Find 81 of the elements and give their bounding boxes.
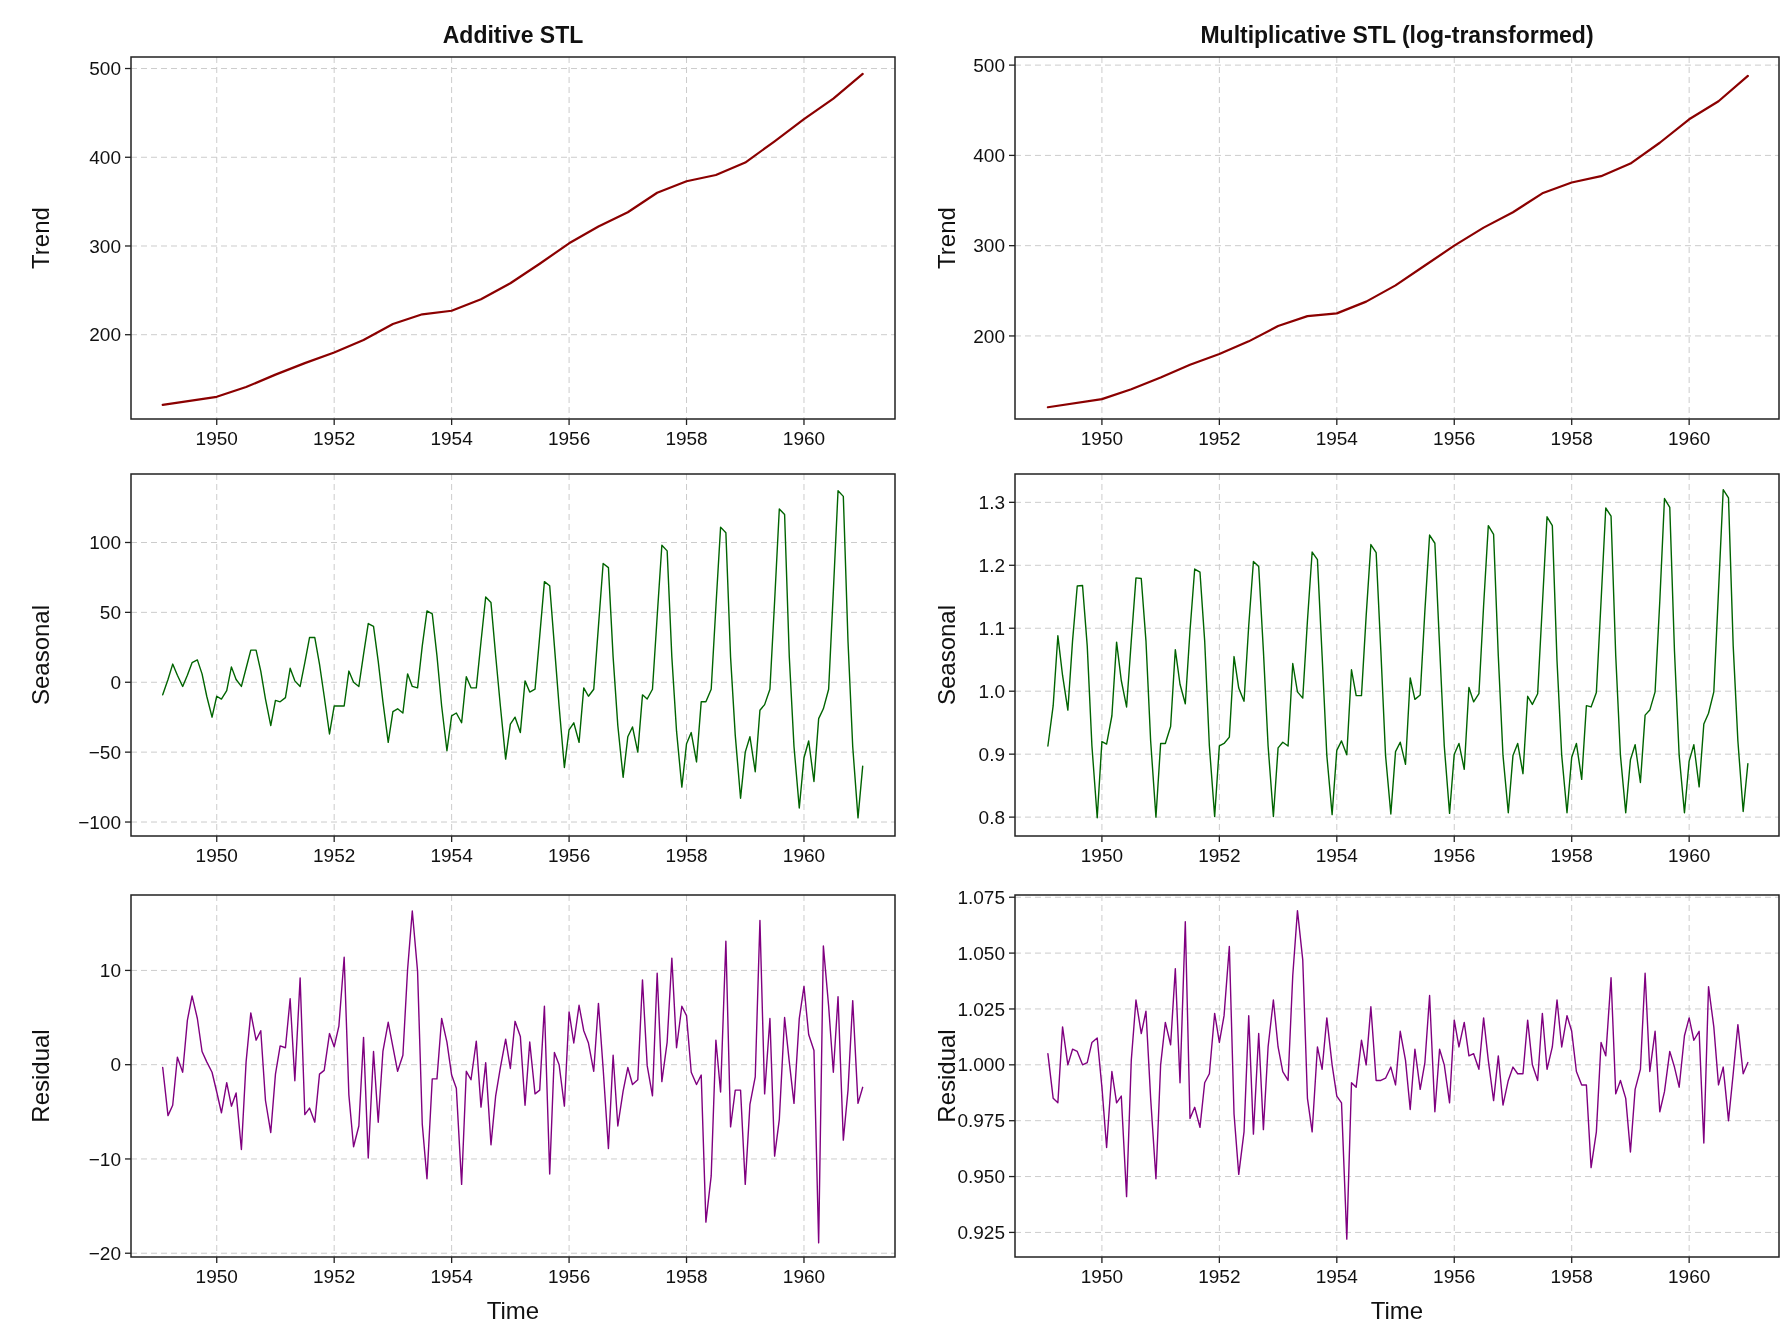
x-tick-label: 1952 — [313, 1266, 356, 1287]
x-tick-label: 1950 — [1080, 1266, 1124, 1287]
y-tick-label: −100 — [78, 811, 121, 833]
x-tick-label: 1954 — [1315, 1266, 1359, 1287]
x-tick-label: 1960 — [1668, 428, 1711, 449]
x-tick-label: 1960 — [782, 1266, 826, 1287]
y-tick-label: 500 — [89, 58, 121, 80]
x-tick-label: 1956 — [547, 1266, 591, 1287]
x-tick-label: 1954 — [430, 1266, 474, 1287]
y-tick-label: 0.925 — [957, 1222, 1005, 1244]
x-tick-label: 1958 — [1550, 428, 1593, 449]
y-tick-label: 1.075 — [957, 886, 1005, 908]
y-axis-title: Seasonal — [933, 604, 960, 706]
x-tick-label: 1952 — [1198, 845, 1241, 866]
y-tick-label: 400 — [89, 146, 121, 168]
x-tick-label: 1952 — [1198, 428, 1241, 449]
x-tick-label: 1954 — [430, 428, 474, 449]
y-tick-label: 200 — [89, 324, 121, 346]
y-tick-label: 0.8 — [978, 806, 1005, 828]
line-series — [162, 910, 864, 1244]
x-tick-label: 1958 — [665, 428, 708, 449]
x-tick-label: 1954 — [1315, 845, 1359, 866]
x-tick-label: 1956 — [547, 845, 591, 866]
x-tick-label: 1956 — [547, 428, 591, 449]
x-tick-label: 1958 — [665, 1266, 708, 1287]
y-tick-label: 0 — [110, 671, 121, 693]
x-tick-label: 1954 — [430, 845, 474, 866]
y-tick-label: 100 — [89, 532, 121, 554]
y-axis-title: Trend — [27, 207, 54, 269]
y-tick-label: 0 — [110, 1054, 121, 1076]
x-tick-label: 1950 — [195, 428, 238, 449]
y-axis-title: Residual — [27, 1029, 54, 1123]
chart-title: Multiplicative STL (log-transformed) — [1200, 22, 1594, 48]
x-axis-title: Time — [1370, 1297, 1424, 1324]
x-tick-label: 1960 — [1668, 1266, 1711, 1287]
x-tick-label: 1958 — [1550, 1266, 1593, 1287]
chart-title: Additive STL — [442, 22, 584, 48]
x-tick-label: 1960 — [1668, 845, 1711, 866]
line-series — [161, 72, 864, 406]
x-tick-label: 1952 — [313, 845, 356, 866]
x-tick-label: 1960 — [782, 428, 826, 449]
y-tick-label: 1.000 — [957, 1054, 1005, 1076]
y-axis-title: Seasonal — [27, 604, 54, 706]
y-tick-label: 300 — [973, 235, 1005, 257]
y-tick-label: −10 — [88, 1148, 121, 1170]
x-tick-label: 1960 — [782, 845, 826, 866]
x-tick-label: 1950 — [195, 845, 238, 866]
y-tick-label: 500 — [973, 54, 1005, 76]
y-tick-label: 200 — [973, 325, 1005, 347]
line-series — [162, 490, 864, 819]
y-tick-label: 0.9 — [978, 743, 1005, 765]
y-axis-title: Trend — [933, 207, 960, 269]
y-tick-label: −20 — [88, 1242, 121, 1264]
x-tick-label: 1954 — [1315, 428, 1359, 449]
x-tick-label: 1952 — [313, 428, 356, 449]
y-tick-label: 1.3 — [978, 491, 1005, 513]
y-tick-label: 300 — [89, 235, 121, 257]
y-tick-label: −50 — [88, 741, 121, 763]
x-tick-label: 1956 — [1433, 845, 1476, 866]
x-tick-label: 1950 — [1080, 845, 1124, 866]
y-tick-label: 0.950 — [957, 1166, 1005, 1188]
line-series — [1046, 74, 1749, 409]
y-tick-label: 1.050 — [957, 942, 1005, 964]
x-axis-title: Time — [486, 1297, 540, 1324]
x-tick-label: 1952 — [1198, 1266, 1241, 1287]
x-tick-label: 1958 — [665, 845, 708, 866]
y-tick-label: 50 — [99, 602, 121, 624]
line-series — [1047, 489, 1749, 819]
line-series — [1047, 909, 1749, 1240]
x-tick-label: 1956 — [1433, 1266, 1476, 1287]
y-tick-label: 1.2 — [978, 554, 1005, 576]
y-tick-label: 0.975 — [957, 1110, 1005, 1132]
y-tick-label: 1.0 — [978, 680, 1005, 702]
y-tick-label: 400 — [973, 145, 1005, 167]
y-tick-label: 1.1 — [978, 617, 1005, 639]
x-tick-label: 1950 — [1080, 428, 1124, 449]
x-tick-label: 1950 — [195, 1266, 238, 1287]
y-tick-label: 10 — [99, 960, 121, 982]
x-tick-label: 1958 — [1550, 845, 1593, 866]
y-tick-label: 1.025 — [957, 998, 1005, 1020]
x-tick-label: 1956 — [1433, 428, 1476, 449]
